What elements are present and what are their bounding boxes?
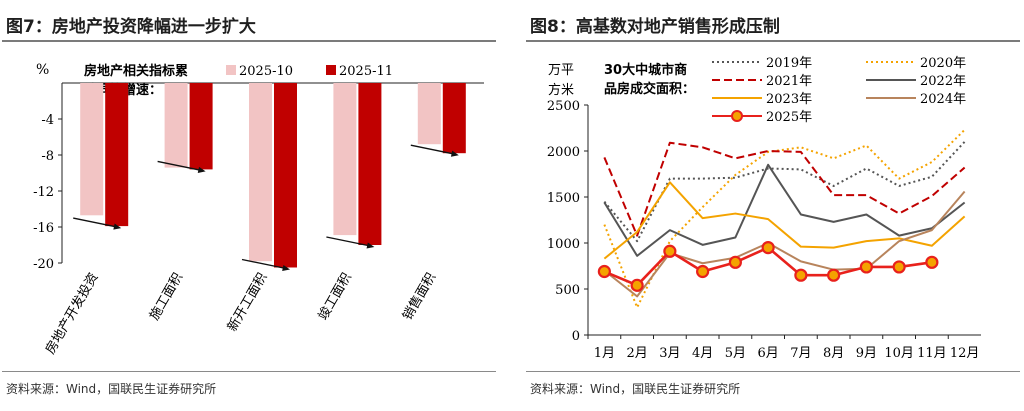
series-point-2025年 (892, 260, 906, 274)
legend-label: 2025年 (766, 110, 812, 125)
bar-2025-11 (189, 83, 213, 170)
change-arrow-head (282, 264, 290, 272)
x-tick-label: 8月 (823, 346, 844, 361)
legend-swatch (326, 65, 336, 75)
bar-2025-11 (442, 83, 466, 154)
y-tick-label: 2500 (547, 99, 580, 114)
series-line-2024年 (603, 190, 966, 298)
series-line-2021年 (603, 141, 966, 237)
x-tick-label: 9月 (856, 346, 877, 361)
series-point-2025年 (630, 278, 644, 292)
change-arrow-head (366, 242, 375, 249)
series-line-2023年 (603, 181, 966, 260)
x-category-label: 竣工面积 (316, 271, 355, 324)
y-axis-label-line: 方米 (548, 82, 574, 98)
legend-marker (731, 110, 743, 122)
series-point-2025年 (859, 260, 873, 274)
y-tick-label: 0 (572, 329, 580, 344)
change-arrow-head (113, 223, 122, 230)
x-tick-label: 11月 (917, 346, 947, 361)
legend-label: 2024年 (920, 92, 966, 107)
series-point-2025年 (761, 241, 775, 255)
bar-2025-11 (105, 83, 129, 227)
series-point-2025年 (925, 255, 939, 269)
series-line-2020年 (603, 129, 966, 309)
y-tick-label: 1000 (547, 237, 580, 252)
y-tick-label: 2000 (547, 145, 580, 160)
x-tick-label: 3月 (659, 346, 680, 361)
legend-label: 2020年 (920, 56, 966, 71)
bar-2025-10 (164, 83, 188, 168)
bar-2025-10 (249, 83, 272, 262)
legend-label: 2025-10 (239, 64, 293, 79)
bar-2025-10 (417, 83, 441, 145)
series-point-2025年 (663, 244, 677, 258)
series-line-2022年 (603, 163, 966, 257)
left-figure-title: 图7：房地产投资降幅进一步扩大 (6, 17, 256, 37)
bar-2025-11 (358, 83, 382, 245)
legend-label: 2025-11 (339, 64, 393, 79)
change-arrow-head (197, 166, 206, 173)
x-category-label: 销售面积 (399, 270, 439, 323)
series-point-2025年 (827, 268, 841, 282)
y-tick-label: -4 (41, 113, 54, 128)
legend-label: 2019年 (766, 56, 812, 71)
x-tick-label: 1月 (594, 346, 615, 361)
series-point-2025年 (597, 264, 611, 279)
y-axis-label-line: 万平 (548, 63, 574, 78)
x-tick-label: 5月 (725, 346, 746, 361)
x-tick-label: 4月 (692, 346, 713, 361)
y-tick-label: -12 (33, 185, 54, 200)
right-title-rule (526, 40, 1020, 42)
y-tick-label: -8 (41, 149, 54, 164)
bar-2025-10 (333, 83, 357, 236)
x-tick-label: 12月 (950, 346, 980, 361)
series-line-2019年 (603, 141, 966, 243)
left-title-rule (2, 40, 496, 42)
legend-label: 2022年 (920, 74, 966, 89)
y-tick-label: -20 (33, 257, 54, 272)
right-figure-panel: 图8：高基数对地产销售形成压制 万平方米 30大中城市商 品房成交面积： 0 500 10… (524, 0, 1024, 411)
left-source-note: 资料来源：Wind，国联民生证券研究所 (6, 382, 217, 396)
series-point-2025年 (794, 268, 808, 282)
x-category-label: 施工面积 (147, 271, 186, 324)
change-arrow-head (450, 150, 459, 157)
left-figure-panel: 图7：房地产投资降幅进一步扩大 %-4-8-12-16-20房地产相关指标累计同… (0, 0, 500, 411)
x-tick-label: 2月 (626, 346, 647, 361)
bar-2025-10 (80, 83, 104, 216)
change-arrow (241, 258, 287, 270)
y-tick-label: 500 (555, 283, 580, 298)
x-tick-label: 6月 (757, 346, 778, 361)
change-arrow (73, 217, 118, 228)
legend-label: 2023年 (766, 92, 812, 107)
bar-chart: %-4-8-12-16-20房地产相关指标累计同比增速：2025-102025-… (33, 62, 484, 357)
y-tick-label: -16 (33, 221, 54, 236)
chart-note-line: 品房成交面积： (604, 81, 695, 97)
legend-swatch (226, 65, 236, 75)
x-category-label: 新开工面积 (224, 270, 270, 334)
y-unit-label: % (36, 62, 49, 78)
left-bottom-rule (2, 371, 496, 372)
chart-note-line: 30大中城市商 (604, 62, 687, 78)
right-source-note: 资料来源：Wind，国联民生证券研究所 (530, 382, 741, 396)
x-tick-label: 10月 (884, 346, 914, 361)
x-tick-label: 7月 (790, 346, 811, 361)
series-point-2025年 (696, 264, 710, 279)
y-tick-label: 1500 (547, 191, 580, 206)
series-point-2025年 (728, 255, 742, 269)
right-bottom-rule (526, 371, 1020, 372)
bar-2025-11 (274, 83, 297, 268)
change-arrow (326, 236, 371, 247)
right-figure-title: 图8：高基数对地产销售形成压制 (530, 17, 780, 37)
change-arrow (157, 160, 202, 172)
legend-label: 2021年 (766, 74, 812, 89)
change-arrow (410, 144, 455, 155)
chart-note-line: 房地产相关指标累 (84, 63, 188, 79)
x-category-label: 房地产开发投资 (42, 270, 101, 357)
